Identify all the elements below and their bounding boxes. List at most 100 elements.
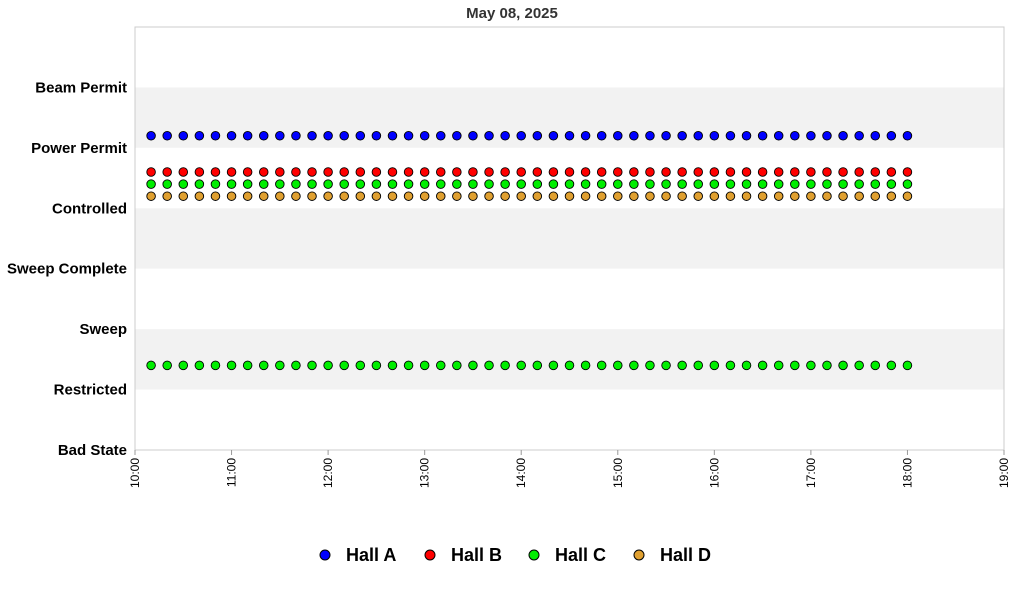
x-tick-label: 10:00	[128, 458, 142, 488]
data-point	[564, 179, 575, 189]
data-point	[178, 360, 189, 371]
data-point	[323, 179, 333, 189]
data-point	[645, 167, 655, 177]
data-point	[645, 131, 655, 141]
data-point	[645, 191, 655, 201]
data-point	[661, 131, 671, 141]
data-point	[339, 360, 349, 371]
data-point	[613, 131, 623, 141]
plot-band	[135, 27, 1004, 88]
chart-title: May 08, 2025	[466, 5, 558, 22]
data-point	[339, 167, 349, 177]
y-tick-label: Beam Permit	[35, 79, 127, 96]
data-point	[773, 179, 784, 189]
data-point	[194, 131, 205, 141]
data-point	[741, 191, 752, 201]
data-point	[258, 167, 269, 177]
data-point	[564, 191, 575, 201]
x-tick-label: 19:00	[997, 458, 1011, 488]
data-point	[419, 131, 430, 141]
data-point	[419, 191, 430, 201]
data-point	[452, 360, 462, 371]
data-point	[596, 179, 607, 189]
data-point	[548, 131, 559, 141]
data-point	[532, 191, 543, 201]
data-point	[870, 167, 881, 177]
legend: Hall A Hall B Hall C Hall D	[319, 545, 711, 565]
data-point	[822, 131, 832, 141]
data-point	[725, 179, 736, 189]
data-point	[339, 131, 349, 141]
data-point	[484, 131, 494, 141]
data-point	[532, 167, 543, 177]
data-point	[307, 191, 317, 201]
plot-band	[135, 268, 1004, 330]
data-point	[629, 191, 639, 201]
data-point	[371, 360, 382, 371]
data-point	[548, 360, 559, 371]
legend-marker	[424, 549, 436, 561]
data-point	[146, 191, 156, 201]
data-point	[661, 360, 671, 371]
data-point	[210, 360, 221, 371]
data-point	[500, 167, 510, 177]
data-point	[629, 167, 639, 177]
data-point	[886, 179, 897, 189]
data-point	[500, 131, 510, 141]
data-point	[613, 179, 623, 189]
data-point	[146, 360, 156, 371]
data-point	[629, 360, 639, 371]
data-point	[548, 167, 559, 177]
data-point	[564, 167, 575, 177]
data-point	[677, 360, 687, 371]
data-point	[258, 179, 269, 189]
data-point	[596, 167, 607, 177]
data-point	[790, 131, 800, 141]
data-point	[436, 360, 446, 371]
data-point	[838, 167, 848, 177]
data-point	[403, 167, 414, 177]
data-point	[902, 131, 913, 141]
data-point	[355, 131, 366, 141]
data-point	[709, 191, 720, 201]
data-point	[146, 179, 156, 189]
data-point	[339, 191, 349, 201]
y-tick-label: Sweep	[79, 321, 127, 338]
data-point	[436, 131, 446, 141]
data-point	[178, 131, 189, 141]
data-point	[902, 179, 913, 189]
data-point	[387, 360, 398, 371]
data-point	[355, 360, 366, 371]
data-point	[886, 360, 897, 371]
data-point	[258, 131, 269, 141]
data-point	[548, 179, 559, 189]
data-point	[822, 191, 832, 201]
data-point	[677, 179, 687, 189]
data-point	[516, 191, 526, 201]
data-point	[403, 360, 414, 371]
data-point	[709, 131, 720, 141]
data-point	[757, 179, 768, 189]
data-point	[339, 179, 349, 189]
data-point	[468, 360, 478, 371]
data-point	[194, 179, 205, 189]
legend-marker	[633, 549, 645, 561]
y-tick-label: Bad State	[58, 442, 127, 459]
x-tick-label: 14:00	[514, 458, 528, 488]
data-point	[757, 191, 768, 201]
data-point	[452, 191, 462, 201]
data-point	[854, 131, 864, 141]
data-point	[500, 179, 510, 189]
data-point	[210, 179, 221, 189]
data-point	[162, 167, 172, 177]
data-point	[677, 167, 687, 177]
data-point	[790, 360, 800, 371]
data-point	[226, 131, 237, 141]
data-point	[258, 191, 269, 201]
data-point	[291, 360, 301, 371]
data-point	[323, 167, 333, 177]
data-point	[468, 191, 478, 201]
data-point	[516, 360, 526, 371]
data-point	[291, 179, 301, 189]
data-point	[693, 131, 703, 141]
